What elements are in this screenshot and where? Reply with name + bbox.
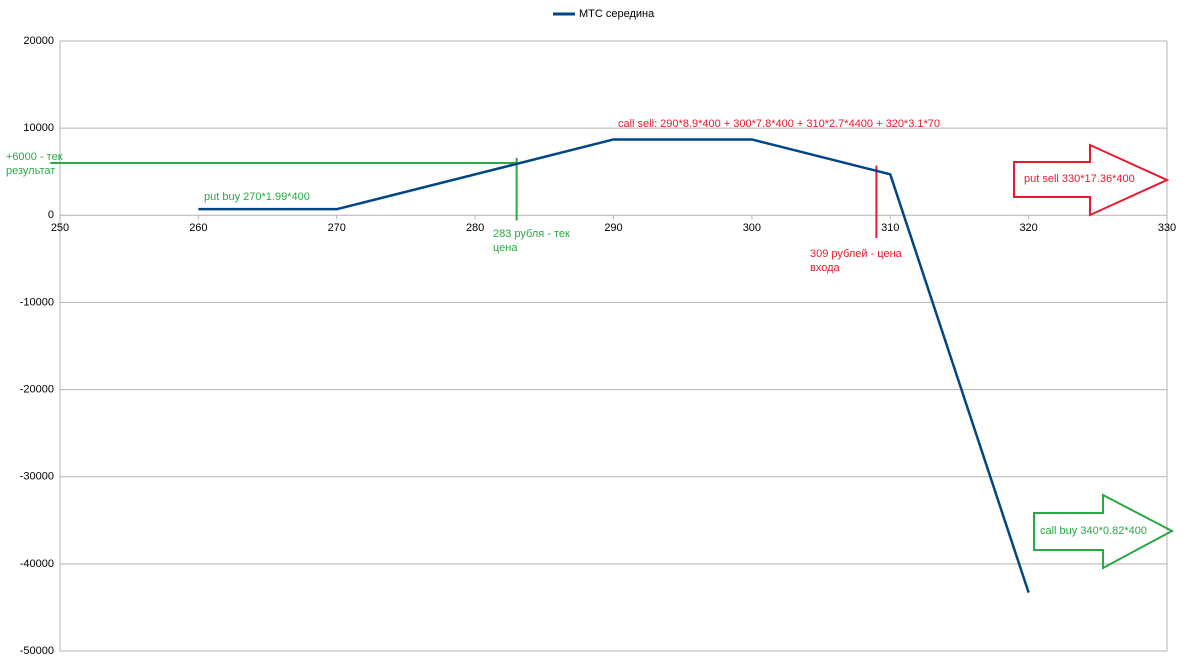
annotation: 283 рубля - тек <box>493 228 570 240</box>
legend-label: МТС середина <box>579 8 655 20</box>
y-tick-label: -10000 <box>20 296 54 308</box>
arrow <box>1013 143 1170 217</box>
y-tick-label: 0 <box>48 209 54 221</box>
y-tick-label: 10000 <box>23 122 54 134</box>
x-tick-label: 280 <box>466 222 484 234</box>
x-tick-label: 260 <box>189 222 207 234</box>
grid <box>60 40 1167 652</box>
data-line <box>198 138 1030 594</box>
x-tick-label: 250 <box>51 222 69 234</box>
annotation: входа <box>810 262 841 274</box>
legend: МТС середина <box>553 8 655 20</box>
y-tick-label: -40000 <box>20 558 54 570</box>
annotation: call buy 340*0.82*400 <box>1040 525 1147 537</box>
x-tick-label: 310 <box>881 222 899 234</box>
x-tick-label: 320 <box>1019 222 1037 234</box>
annotation: +6000 - тек <box>6 151 63 163</box>
y-tick-label: -20000 <box>20 383 54 395</box>
x-tick-label: 270 <box>328 222 346 234</box>
annotation: put sell 330*17.36*400 <box>1024 173 1135 185</box>
annotation: 309 рублей - цена <box>810 248 903 260</box>
annotation: результат <box>6 165 55 177</box>
annotation: цена <box>493 242 518 254</box>
arrow <box>1033 493 1175 570</box>
x-tick-label: 290 <box>604 222 622 234</box>
x-tick-label: 300 <box>743 222 761 234</box>
annotation: put buy 270*1.99*400 <box>204 191 310 203</box>
y-tick-label: -50000 <box>20 645 54 657</box>
y-tick-label: -30000 <box>20 471 54 483</box>
x-tick-label: 330 <box>1158 222 1176 234</box>
y-tick-label: 20000 <box>23 35 54 47</box>
annotation: call sell: 290*8.9*400 + 300*7.8*400 + 3… <box>618 118 940 130</box>
